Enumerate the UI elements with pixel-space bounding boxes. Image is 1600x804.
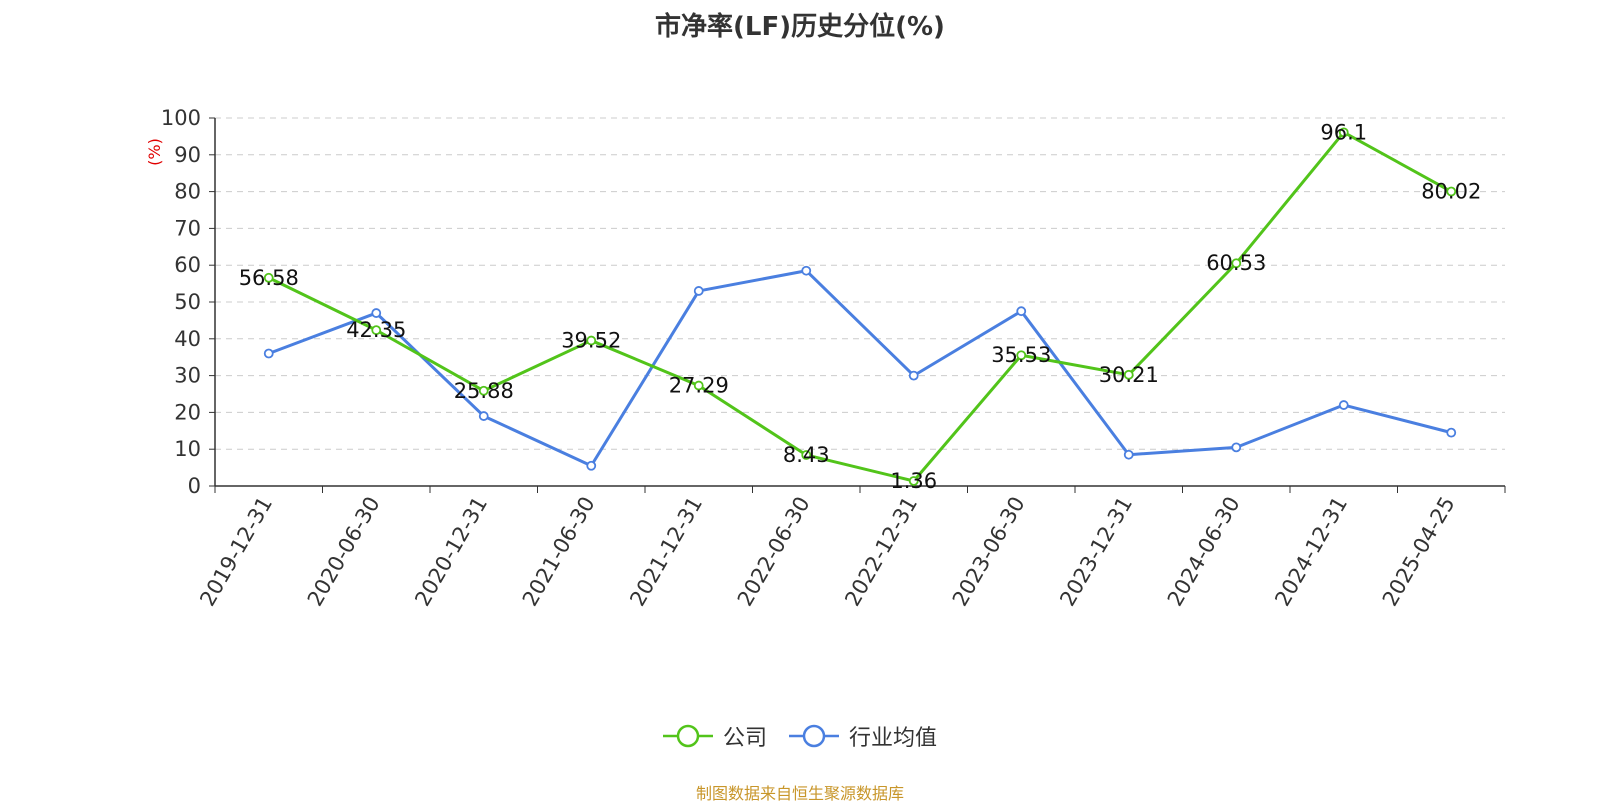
source-note: 制图数据来自恒生聚源数据库	[695, 784, 904, 803]
data-label: 39.52	[561, 329, 621, 353]
data-label: 42.35	[346, 318, 406, 342]
data-point-company	[1016, 350, 1027, 361]
data-point-company	[478, 385, 489, 396]
data-point-industry-average	[1123, 449, 1134, 460]
data-point-industry-average	[263, 348, 274, 359]
data-point-industry-average	[478, 411, 489, 421]
data-point-industry-average	[1446, 427, 1457, 438]
data-point-industry-average	[586, 460, 597, 471]
data-point-industry-average	[371, 308, 382, 318]
data-label: 1.36	[890, 469, 937, 493]
series-line-industry-average	[268, 269, 1452, 468]
data-label: 60.53	[1206, 251, 1266, 275]
x-tick-label: 2021-06-30	[518, 493, 600, 611]
legend-marker	[676, 724, 700, 748]
x-tick-label: 2022-06-30	[733, 493, 815, 611]
data-label: 80.02	[1421, 180, 1481, 204]
legend-line-marker-icon	[662, 724, 713, 748]
data-labels: 56.58 42.35 25.88 39.52 27.29 8.43 1.36 35.53 30…	[239, 120, 1482, 493]
y-tick-label: 70	[174, 216, 201, 240]
legend-item-company[interactable]: 公司	[662, 720, 767, 752]
data-point-company	[693, 380, 704, 391]
data-point-industry-average	[1016, 306, 1027, 317]
x-tick-label: 2019-12-31	[195, 493, 277, 611]
legend-marker	[802, 724, 826, 748]
legend-label: 公司	[722, 726, 767, 751]
y-tick-label: 10	[174, 437, 201, 461]
y-tick-label: 90	[174, 143, 201, 167]
x-tick-label: 2024-06-30	[1163, 493, 1245, 611]
x-tick-label: 2025-04-25	[1378, 493, 1460, 611]
data-label: 30.21	[1099, 363, 1159, 387]
legend-line-marker-icon	[789, 724, 839, 748]
data-label: 27.29	[669, 374, 729, 398]
x-tick-label: 2023-06-30	[948, 493, 1030, 611]
legend: 公司 行业均值	[0, 720, 1600, 752]
x-tick-label: 2024-12-31	[1270, 493, 1352, 611]
y-tick-label: 100	[161, 106, 201, 130]
data-point-company	[1231, 258, 1242, 269]
legend-item-industry-average[interactable]: 行业均值	[789, 720, 937, 752]
data-point-company	[1446, 186, 1457, 197]
data-point-industry-average	[908, 370, 919, 381]
chart-title: 市净率(LF)历史分位(%)	[655, 12, 945, 42]
data-point-company	[801, 450, 812, 460]
data-label: 8.43	[783, 443, 830, 467]
y-tick-label: 80	[174, 180, 201, 204]
axes: 0 10 20 30 40 50 60 70 80 90 100 (%) 2019-12-31 2020-…	[145, 106, 1506, 611]
y-tick-label: 60	[174, 253, 201, 277]
x-tick-label: 2021-12-31	[625, 493, 707, 611]
data-point-industry-average	[1231, 442, 1242, 453]
x-tick-label: 2020-06-30	[303, 493, 385, 611]
data-point-company	[1123, 369, 1134, 380]
y-axis-label: (%)	[145, 138, 164, 166]
y-tick-label: 20	[174, 400, 201, 424]
series-line-company	[268, 130, 1452, 483]
data-point-company	[371, 325, 382, 336]
data-point-industry-average	[1338, 400, 1349, 410]
data-point-company	[908, 476, 919, 486]
data-point-company	[586, 335, 597, 346]
data-point-company	[1338, 127, 1349, 138]
y-tick-label: 0	[188, 474, 201, 498]
grid-lines	[215, 117, 1505, 450]
x-tick-label: 2023-12-31	[1055, 493, 1137, 611]
y-tick-label: 30	[174, 364, 201, 388]
y-tick-label: 50	[174, 290, 201, 314]
x-tick-label: 2022-12-31	[840, 493, 922, 611]
legend-label: 行业均值	[849, 726, 938, 751]
data-label: 25.88	[454, 379, 514, 403]
data-label: 96.1	[1320, 120, 1367, 144]
data-point-industry-average	[693, 286, 704, 296]
x-tick-label: 2020-12-31	[410, 493, 492, 611]
data-point-company	[263, 272, 274, 283]
data-point-industry-average	[801, 265, 812, 276]
data-label: 35.53	[991, 343, 1051, 367]
series-lines	[263, 127, 1457, 486]
y-tick-label: 40	[174, 327, 201, 351]
data-label: 56.58	[239, 266, 299, 290]
